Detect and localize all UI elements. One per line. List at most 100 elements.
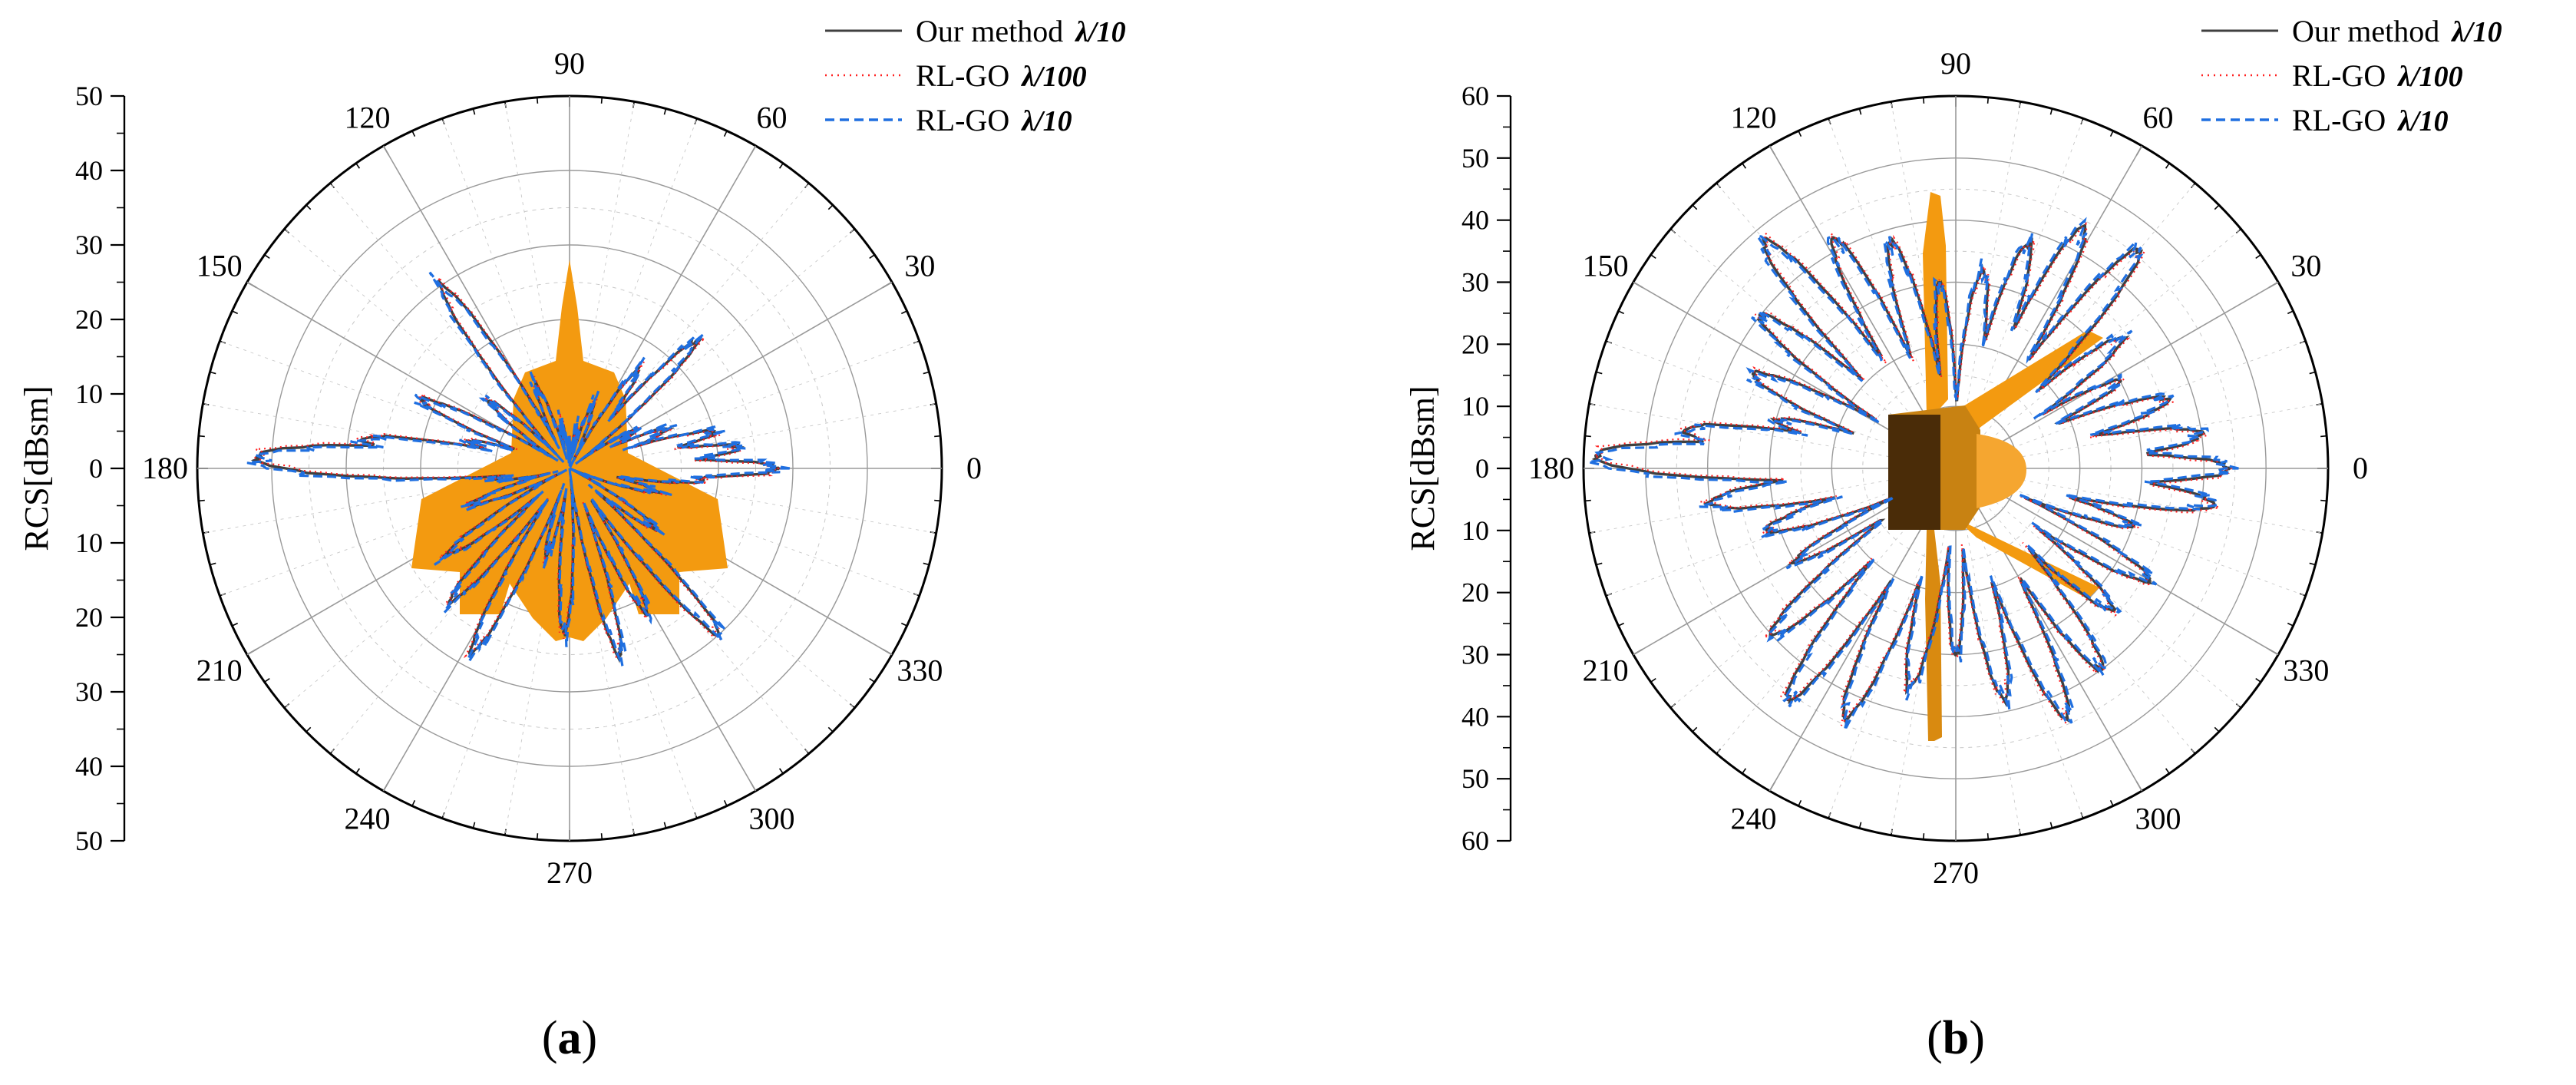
rim-tick xyxy=(2109,799,2114,806)
angle-label-30: 30 xyxy=(904,249,935,283)
minor-grid-spoke xyxy=(1970,510,2084,819)
radial-tick-label: 0 xyxy=(1475,453,1489,484)
lobe-peak-point xyxy=(1751,372,1755,376)
rim-tick xyxy=(723,131,728,137)
rim-tick xyxy=(869,677,875,683)
rim-tick xyxy=(305,726,312,733)
rim-tick xyxy=(2309,371,2316,375)
angle-label-120: 120 xyxy=(1731,101,1777,135)
rim-tick xyxy=(778,163,784,169)
minor-grid-spoke xyxy=(1606,340,1914,454)
angle-label-120: 120 xyxy=(345,101,391,135)
minor-grid-spoke xyxy=(2000,403,2323,461)
rim-tick xyxy=(923,562,930,566)
rim-tick xyxy=(827,204,834,210)
rim-tick xyxy=(1596,562,1603,566)
legend-label: RL-GO λ/10 xyxy=(2292,103,2449,137)
minor-grid-spoke xyxy=(203,403,526,461)
angle-tick-labels: 0 30 60 90 120 150 180 210 240 270 300 330 xyxy=(142,46,982,890)
rim-tick xyxy=(1742,163,1747,169)
rim-tick xyxy=(2255,677,2261,683)
rim-tick xyxy=(355,163,361,169)
rim-tick xyxy=(600,97,603,104)
rl-go-fine-curve xyxy=(1591,221,2233,726)
minor-grid-spoke xyxy=(1990,497,2241,709)
rim-tick xyxy=(900,310,907,315)
legend: Our method λ/10 RL-GO λ/100 RL-GO λ/10 xyxy=(2201,14,2502,137)
radial-tick-label: 60 xyxy=(1461,825,1489,856)
rim-tick xyxy=(198,435,205,438)
grid-spoke xyxy=(1955,468,2279,656)
rim-tick xyxy=(2165,163,2170,169)
rim-tick xyxy=(2049,822,2053,829)
minor-grid-spoke xyxy=(1670,497,1922,709)
minor-grid-spoke xyxy=(1828,510,1941,819)
rim-tick xyxy=(355,768,361,774)
minor-grid-spoke xyxy=(613,403,936,461)
radial-tick-label: 30 xyxy=(75,230,103,260)
angle-label-330: 330 xyxy=(897,653,943,688)
rim-tick xyxy=(2287,622,2294,627)
radial-tick-label: 10 xyxy=(75,379,103,409)
grid-spoke xyxy=(1955,468,2143,792)
angle-label-240: 240 xyxy=(345,801,391,835)
radial-tick-label: 30 xyxy=(1461,267,1489,298)
rim-tick xyxy=(2309,562,2316,566)
rim-tick xyxy=(1858,108,1862,115)
rim-tick xyxy=(900,622,907,627)
rim-tick xyxy=(472,822,476,829)
series-rl-go-fine xyxy=(1591,221,2233,726)
series-rl-go-coarse xyxy=(246,271,791,667)
radial-axis: 60 50 40 30 20 10 0 10 20 30 40 50 60 xyxy=(1461,81,1512,856)
panel-label-a: (a) xyxy=(542,1012,597,1064)
legend-label: RL-GO λ/100 xyxy=(2292,58,2463,93)
angle-label-330: 330 xyxy=(2283,653,2329,688)
radial-tick-label: 30 xyxy=(1461,640,1489,670)
angle-label-60: 60 xyxy=(2143,101,2174,135)
rim-tick xyxy=(305,204,312,210)
rim-tick xyxy=(1692,204,1698,210)
rim-tick xyxy=(2214,204,2220,210)
rim-tick xyxy=(2165,768,2170,774)
legend: Our method λ/10 RL-GO λ/100 RL-GO λ/10 xyxy=(825,14,1126,137)
minor-grid-spoke xyxy=(1716,183,1927,435)
rim-tick xyxy=(264,677,270,683)
rim-tick xyxy=(827,726,834,733)
grid-spoke xyxy=(1955,281,2279,469)
rim-tick xyxy=(2109,131,2114,137)
rl-go-coarse-curve xyxy=(1588,217,2239,731)
rim-tick xyxy=(869,254,875,260)
angle-label-300: 300 xyxy=(749,801,795,835)
radial-tick-label: 50 xyxy=(1461,143,1489,174)
minor-grid-spoke xyxy=(1990,228,2241,440)
angle-label-210: 210 xyxy=(197,653,243,688)
y-axis-label: RCS[dBsm] xyxy=(1404,385,1442,551)
rim-tick xyxy=(1742,768,1747,774)
angle-label-90: 90 xyxy=(1940,46,1971,81)
minor-grid-spoke xyxy=(1589,475,1912,534)
angle-label-90: 90 xyxy=(554,46,585,81)
radial-tick-label: 40 xyxy=(1461,701,1489,732)
radial-tick-label: 40 xyxy=(75,155,103,186)
rim-tick xyxy=(923,371,930,375)
rim-tick xyxy=(934,435,941,438)
radial-tick-label: 10 xyxy=(1461,391,1489,422)
rim-tick xyxy=(536,833,539,840)
angle-label-0: 0 xyxy=(2353,451,2368,485)
angle-tick-labels: 0 30 60 90 120 150 180 210 240 270 300 330 xyxy=(1528,46,2368,890)
lobe-peak-point xyxy=(2166,397,2171,402)
rim-tick xyxy=(411,131,416,137)
radial-tick-label: 50 xyxy=(75,81,103,111)
radial-tick-label: 10 xyxy=(75,528,103,558)
angle-label-60: 60 xyxy=(757,101,788,135)
rim-tick xyxy=(600,833,603,840)
radial-tick-label: 20 xyxy=(75,304,103,335)
angle-label-270: 270 xyxy=(547,855,593,890)
radial-tick-label: 60 xyxy=(1461,81,1489,111)
minor-grid-spoke xyxy=(1606,483,1914,597)
series-rl-go-coarse xyxy=(1588,217,2239,731)
angle-label-30: 30 xyxy=(2290,249,2321,283)
